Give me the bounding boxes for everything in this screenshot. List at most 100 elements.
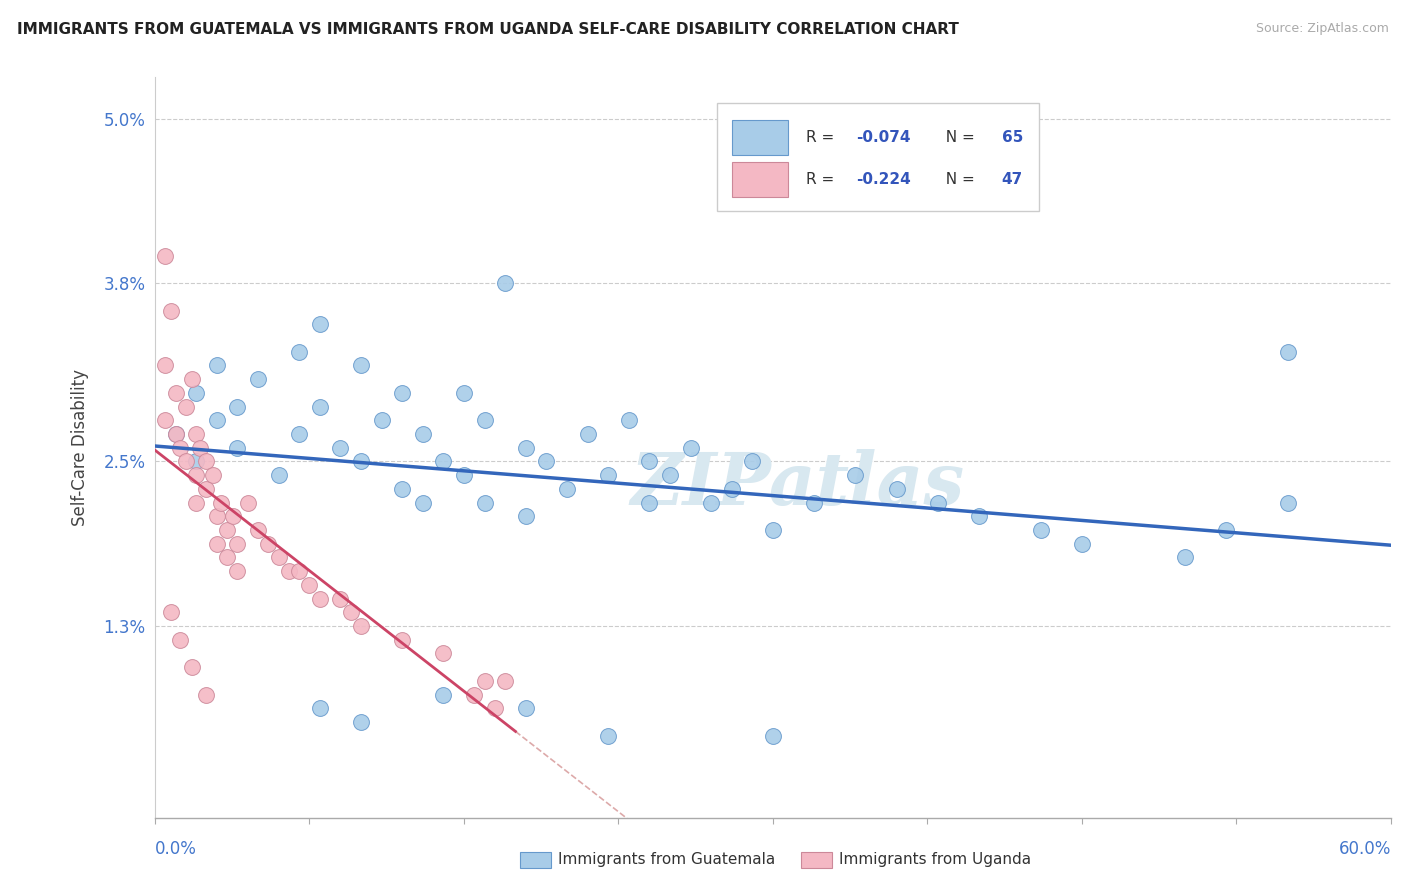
Point <box>555 482 578 496</box>
Text: 60.0%: 60.0% <box>1339 840 1391 858</box>
Point <box>174 400 197 414</box>
Point <box>226 441 249 455</box>
Point <box>494 673 516 688</box>
Point <box>679 441 702 455</box>
Text: 47: 47 <box>1001 172 1024 187</box>
Point <box>329 591 352 606</box>
Point <box>762 729 785 743</box>
Point <box>453 385 475 400</box>
Text: Immigrants from Uganda: Immigrants from Uganda <box>839 853 1031 867</box>
FancyBboxPatch shape <box>717 103 1039 211</box>
Point <box>370 413 392 427</box>
Point <box>391 632 413 647</box>
Text: 0.0%: 0.0% <box>155 840 197 858</box>
Point <box>350 714 373 729</box>
Point <box>308 591 330 606</box>
Point <box>432 646 454 660</box>
Point <box>720 482 742 496</box>
Point <box>188 441 211 455</box>
FancyBboxPatch shape <box>733 120 787 155</box>
Point <box>1029 523 1052 537</box>
Point <box>165 427 187 442</box>
Point <box>169 632 191 647</box>
Text: R =: R = <box>807 172 839 187</box>
Text: N =: N = <box>936 130 980 145</box>
Point <box>638 495 661 509</box>
Point <box>246 523 269 537</box>
Point <box>700 495 723 509</box>
Point <box>288 564 311 578</box>
Point <box>186 495 208 509</box>
Point <box>308 701 330 715</box>
Point <box>226 564 249 578</box>
Point <box>474 495 496 509</box>
Point <box>1174 550 1197 565</box>
Point <box>226 400 249 414</box>
Text: -0.224: -0.224 <box>856 172 911 187</box>
Text: R =: R = <box>807 130 839 145</box>
Point <box>308 318 330 332</box>
Point <box>236 495 259 509</box>
Point <box>195 454 218 468</box>
Point <box>350 454 373 468</box>
Point <box>217 550 239 565</box>
Point <box>246 372 269 386</box>
Point <box>659 468 682 483</box>
Point <box>484 701 506 715</box>
Point <box>257 536 280 550</box>
Point <box>298 578 321 592</box>
Point <box>155 413 177 427</box>
Point <box>160 605 183 619</box>
Point <box>186 468 208 483</box>
Text: ZIPatlas: ZIPatlas <box>631 450 965 520</box>
Point <box>174 454 197 468</box>
Point <box>288 344 311 359</box>
Point <box>201 468 224 483</box>
Point <box>536 454 558 468</box>
Point <box>181 372 204 386</box>
Point <box>412 427 434 442</box>
Point <box>617 413 640 427</box>
Text: N =: N = <box>936 172 980 187</box>
Point <box>165 427 187 442</box>
Point <box>169 441 191 455</box>
Point <box>181 660 204 674</box>
Point <box>226 536 249 550</box>
Point <box>277 564 299 578</box>
Point <box>195 688 218 702</box>
Point <box>1071 536 1094 550</box>
Point <box>205 536 228 550</box>
Point <box>474 673 496 688</box>
Y-axis label: Self-Care Disability: Self-Care Disability <box>72 369 89 526</box>
Point <box>350 359 373 373</box>
Point <box>453 468 475 483</box>
Point <box>267 550 290 565</box>
Point <box>155 359 177 373</box>
Point <box>463 688 485 702</box>
Point <box>205 413 228 427</box>
Point <box>1277 495 1299 509</box>
Point <box>598 729 620 743</box>
Point <box>205 359 228 373</box>
Point <box>515 509 537 524</box>
Point <box>186 427 208 442</box>
Point <box>155 249 177 263</box>
Point <box>391 385 413 400</box>
FancyBboxPatch shape <box>733 161 787 197</box>
Point <box>288 427 311 442</box>
Point <box>186 454 208 468</box>
Point <box>329 441 352 455</box>
Point <box>222 509 245 524</box>
Point <box>1277 344 1299 359</box>
Point <box>391 482 413 496</box>
Point <box>927 495 949 509</box>
Point <box>576 427 599 442</box>
Point <box>474 413 496 427</box>
Point <box>350 619 373 633</box>
Text: IMMIGRANTS FROM GUATEMALA VS IMMIGRANTS FROM UGANDA SELF-CARE DISABILITY CORRELA: IMMIGRANTS FROM GUATEMALA VS IMMIGRANTS … <box>17 22 959 37</box>
Point <box>217 523 239 537</box>
Point <box>432 688 454 702</box>
Point <box>741 454 763 468</box>
Point <box>267 468 290 483</box>
Point <box>638 454 661 468</box>
